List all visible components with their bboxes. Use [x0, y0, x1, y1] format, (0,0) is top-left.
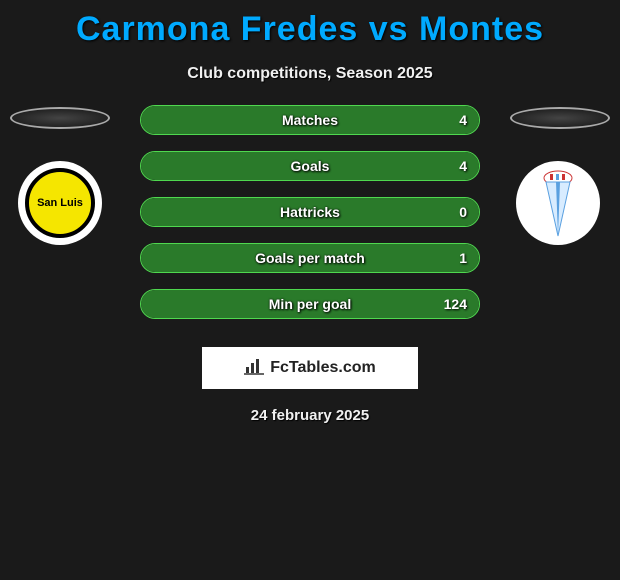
player-shadow-right [510, 107, 610, 129]
stat-bar-goals-per-match: Goals per match 1 [140, 243, 480, 273]
stat-val-right: 4 [459, 106, 467, 134]
stat-label: Hattricks [141, 198, 479, 226]
stat-label: Goals per match [141, 244, 479, 272]
player-shadow-left [10, 107, 110, 129]
attribution-banner[interactable]: FcTables.com [202, 347, 418, 389]
stat-bar-matches: Matches 4 [140, 105, 480, 135]
attribution-text: FcTables.com [270, 359, 376, 377]
stat-label: Matches [141, 106, 479, 134]
stat-label: Goals [141, 152, 479, 180]
club-badge-right [516, 161, 600, 245]
stat-label: Min per goal [141, 290, 479, 318]
club-badge-left-inner: San Luis [25, 168, 95, 238]
stat-bar-goals: Goals 4 [140, 151, 480, 181]
stat-val-right: 4 [459, 152, 467, 180]
date-text: 24 february 2025 [0, 407, 620, 424]
comparison-arena: San Luis Matches 4 Goals 4 [0, 105, 620, 335]
stat-val-right: 0 [459, 198, 467, 226]
stat-bar-hattricks: Hattricks 0 [140, 197, 480, 227]
club-badge-right-svg [528, 168, 588, 238]
chart-icon [244, 357, 264, 380]
subtitle: Club competitions, Season 2025 [0, 65, 620, 83]
stat-val-right: 1 [459, 244, 467, 272]
stat-bar-min-per-goal: Min per goal 124 [140, 289, 480, 319]
club-badge-left: San Luis [18, 161, 102, 245]
page-title: Carmona Fredes vs Montes [0, 0, 620, 49]
club-badge-right-inner [523, 168, 593, 238]
stat-val-right: 124 [444, 290, 467, 318]
stats-bars: Matches 4 Goals 4 Hattricks 0 Goals per … [140, 105, 480, 319]
